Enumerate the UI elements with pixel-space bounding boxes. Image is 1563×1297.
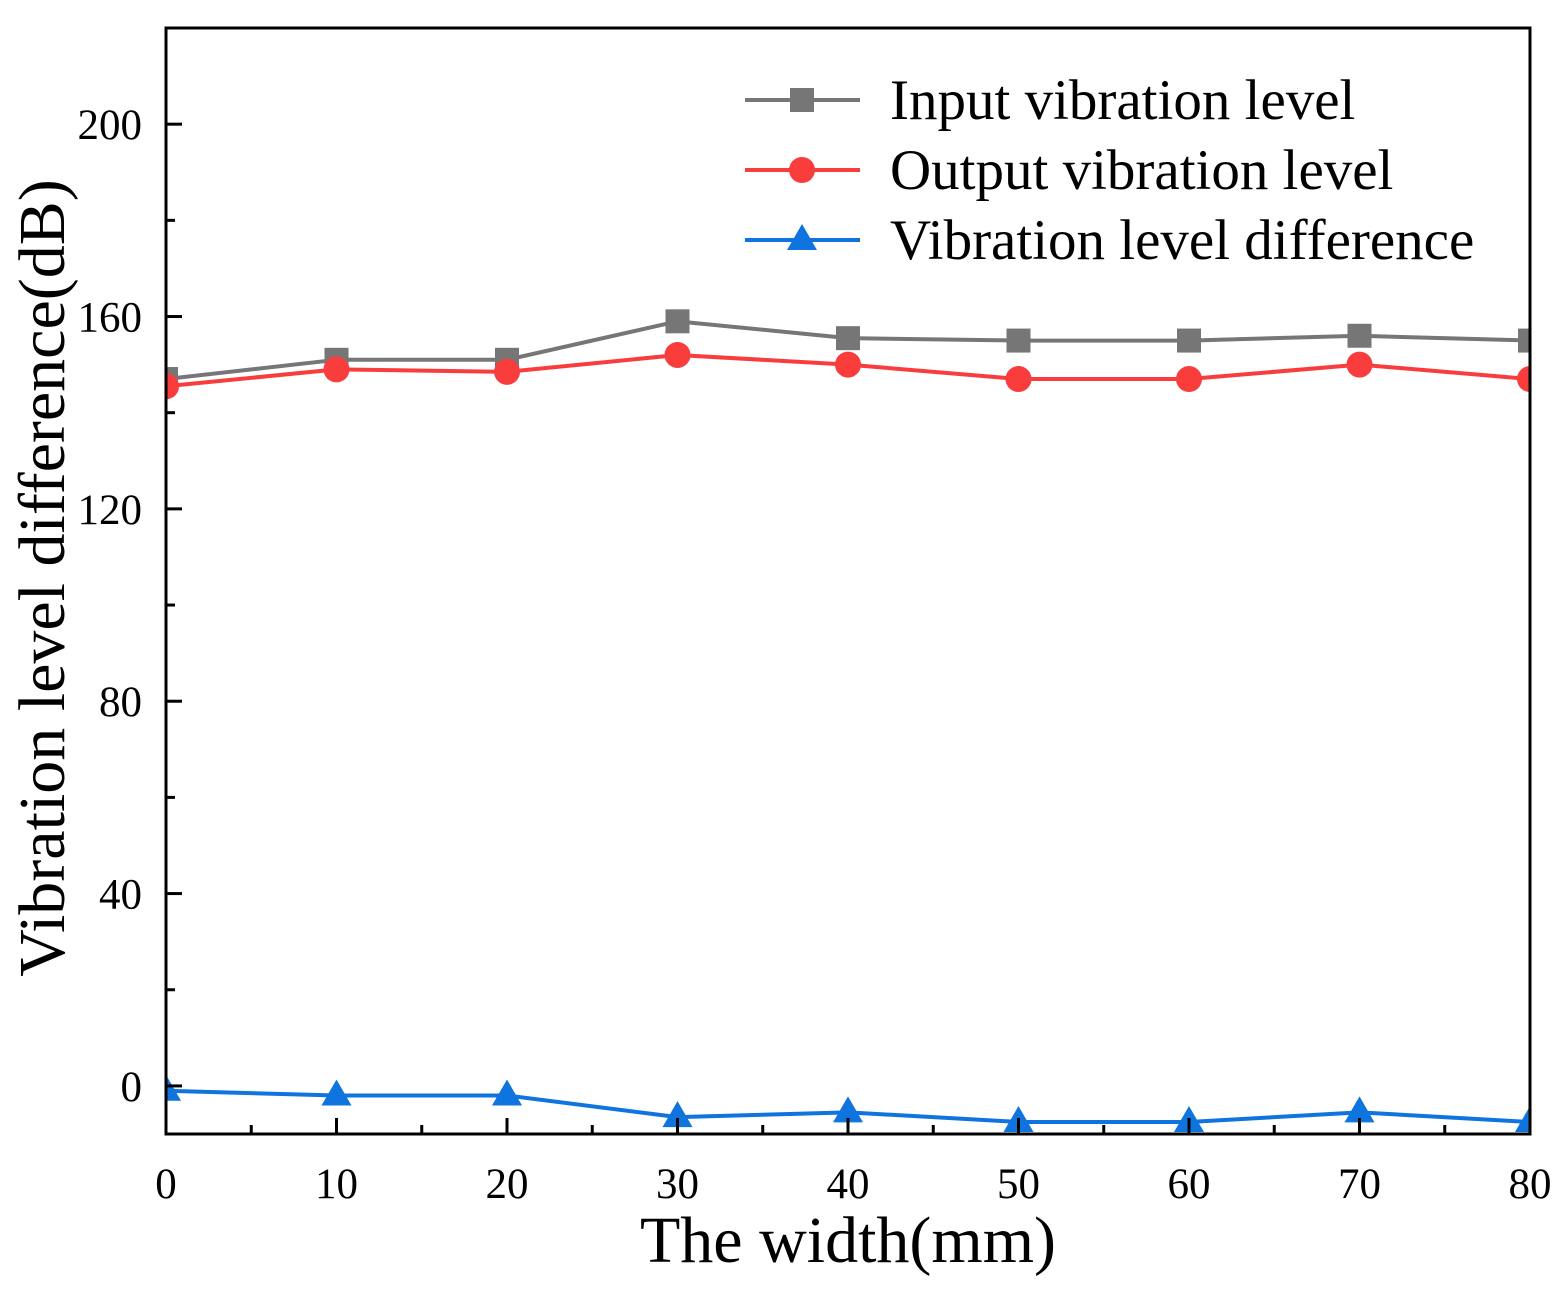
y-tick-label: 200 bbox=[78, 102, 143, 149]
legend: Input vibration level Output vibration le… bbox=[745, 69, 1474, 272]
legend-item-input-vibration-level: Input vibration level bbox=[745, 69, 1355, 132]
legend-item-output-vibration-level: Output vibration level bbox=[745, 139, 1393, 202]
vibration-level-difference-point-8 bbox=[1515, 1105, 1530, 1132]
vibration-level-difference-point-1 bbox=[321, 1079, 352, 1106]
y-tick-label: 80 bbox=[99, 679, 142, 726]
y-axis-title: Vibration level difference(dB) bbox=[6, 179, 79, 976]
y-axis: 0 40 80 120 160 200 bbox=[78, 102, 182, 1111]
output-vibration-level-point-5 bbox=[1005, 366, 1032, 393]
legend-marker-output-vibration-level bbox=[789, 157, 815, 183]
input-vibration-level-point-3 bbox=[665, 309, 690, 334]
x-tick-label: 20 bbox=[486, 1161, 529, 1208]
x-axis-title: The width(mm) bbox=[640, 1204, 1056, 1277]
vibration-level-difference-point-0 bbox=[166, 1074, 181, 1101]
legend-label-input-vibration-level: Input vibration level bbox=[890, 69, 1355, 132]
x-tick-label: 80 bbox=[1509, 1161, 1552, 1208]
y-tick-label: 40 bbox=[99, 872, 142, 919]
input-vibration-level-point-5 bbox=[1006, 328, 1031, 353]
output-vibration-level-point-3 bbox=[664, 341, 691, 368]
output-vibration-level-point-4 bbox=[835, 351, 861, 378]
y-tick-label: 160 bbox=[78, 295, 143, 342]
input-vibration-level-point-4 bbox=[836, 326, 860, 351]
y-tick-label: 0 bbox=[121, 1064, 143, 1111]
x-tick-label: 40 bbox=[827, 1161, 870, 1208]
output-vibration-level-point-1 bbox=[323, 356, 350, 383]
x-axis: 0 10 20 30 40 50 60 70 80 bbox=[155, 1118, 1552, 1208]
vibration-level-difference-point-3 bbox=[662, 1101, 693, 1128]
output-vibration-level-point-0 bbox=[166, 373, 179, 400]
x-tick-label: 10 bbox=[315, 1161, 358, 1208]
y-tick-label: 120 bbox=[78, 487, 143, 534]
x-tick-label: 0 bbox=[155, 1161, 177, 1208]
x-tick-label: 30 bbox=[656, 1161, 699, 1208]
input-vibration-level-point-6 bbox=[1177, 328, 1201, 353]
legend-item-vibration-level-difference: Vibration level difference bbox=[745, 209, 1474, 272]
series-output-vibration-level bbox=[166, 341, 1530, 400]
output-vibration-level-point-6 bbox=[1176, 366, 1202, 393]
output-vibration-level-point-8 bbox=[1517, 366, 1530, 393]
input-vibration-level-point-7 bbox=[1347, 323, 1372, 348]
input-vibration-level-point-8 bbox=[1518, 328, 1530, 353]
legend-marker-input-vibration-level bbox=[790, 88, 814, 112]
output-vibration-level-point-7 bbox=[1346, 351, 1373, 378]
series-layer bbox=[166, 309, 1530, 1132]
vibration-level-difference-point-2 bbox=[492, 1079, 522, 1106]
x-tick-label: 60 bbox=[1168, 1161, 1211, 1208]
x-tick-label: 50 bbox=[997, 1161, 1040, 1208]
vibration-level-difference-point-7 bbox=[1344, 1096, 1375, 1123]
x-tick-label: 70 bbox=[1338, 1161, 1381, 1208]
legend-label-output-vibration-level: Output vibration level bbox=[890, 139, 1393, 202]
series-vibration-level-difference bbox=[166, 1074, 1530, 1132]
vibration-level-difference-point-4 bbox=[833, 1096, 863, 1123]
legend-label-vibration-level-difference: Vibration level difference bbox=[890, 209, 1474, 272]
output-vibration-level-point-2 bbox=[494, 358, 520, 385]
legend-marker-vibration-level-difference bbox=[787, 224, 817, 250]
